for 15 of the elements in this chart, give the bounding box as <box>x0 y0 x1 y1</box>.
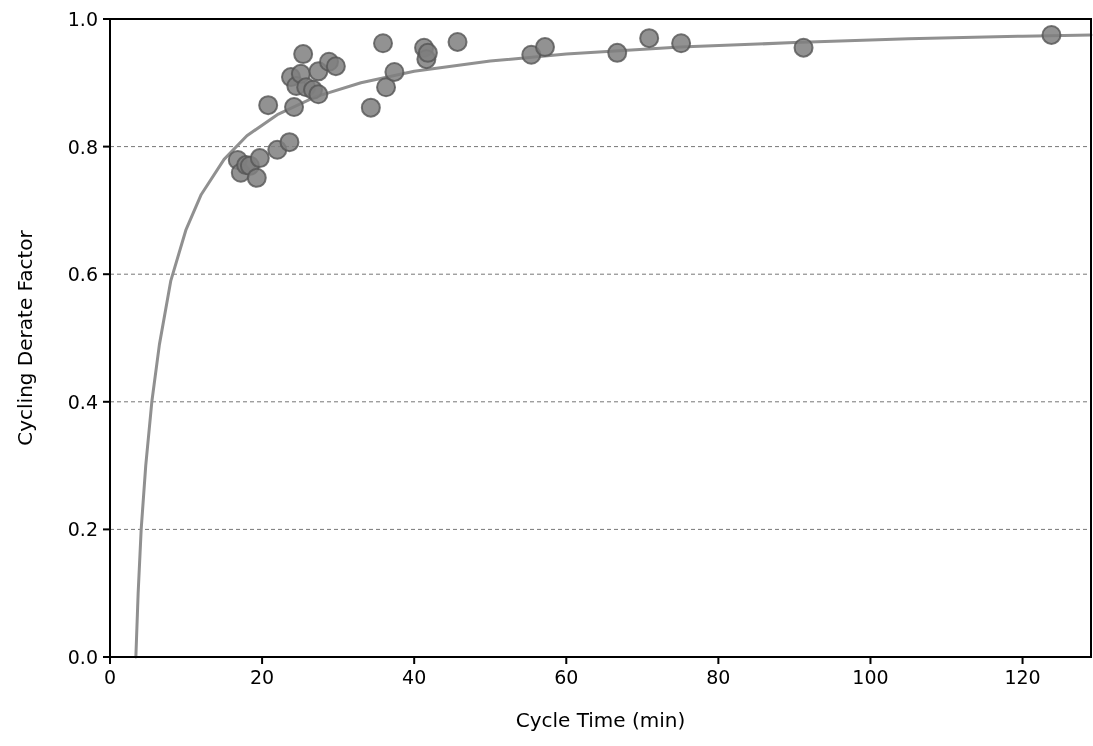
x-tick-label: 0 <box>103 666 117 688</box>
x-tick-label: 100 <box>852 666 889 688</box>
x-tick-label: 60 <box>554 666 579 688</box>
y-tick-label: 0.8 <box>67 135 98 158</box>
y-tick-label: 0.6 <box>67 263 98 286</box>
y-tick-label: 0.2 <box>67 518 98 541</box>
x-tick-label: 120 <box>1004 666 1041 688</box>
x-tick-label: 40 <box>402 666 427 688</box>
x-tick-label: 80 <box>706 666 731 688</box>
y-tick-label: 1.0 <box>67 8 98 30</box>
x-axis-title: Cycle Time (min) <box>515 708 686 732</box>
y-tick-label: 0.0 <box>67 646 98 668</box>
y-tick-label: 0.4 <box>67 390 98 413</box>
x-tick-label: 20 <box>250 666 275 688</box>
y-axis-title: Cycling Derate Factor <box>13 229 37 446</box>
